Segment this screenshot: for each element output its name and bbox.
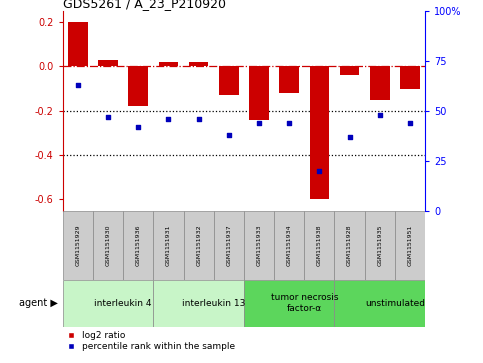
Point (315, 168, 323, 174)
Text: interleukin 13: interleukin 13 (182, 299, 245, 307)
Bar (244, 211, 274, 280)
Bar (98, 60, 118, 66)
Bar (63, 280, 154, 327)
Bar (219, 66, 239, 95)
Text: GSM1151931: GSM1151931 (166, 224, 171, 266)
Bar (123, 211, 154, 280)
Bar (244, 280, 334, 327)
Text: interleukin 4: interleukin 4 (94, 299, 152, 307)
Text: GSM1151934: GSM1151934 (287, 224, 292, 266)
Text: GDS5261 / A_23_P210920: GDS5261 / A_23_P210920 (63, 0, 226, 10)
Text: GSM1151936: GSM1151936 (136, 224, 141, 266)
Text: GSM1151937: GSM1151937 (227, 224, 231, 266)
Point (225, 132, 233, 138)
Point (255, 120, 263, 126)
Point (346, 134, 354, 139)
Text: unstimulated: unstimulated (365, 299, 425, 307)
Text: GSM1151938: GSM1151938 (317, 224, 322, 266)
Legend: log2 ratio, percentile rank within the sample: log2 ratio, percentile rank within the s… (67, 331, 235, 351)
Bar (93, 211, 123, 280)
Bar (365, 211, 395, 280)
Bar (128, 66, 148, 106)
Text: GSM1151951: GSM1151951 (408, 224, 412, 266)
Bar (334, 280, 425, 327)
Point (74, 82, 82, 87)
Bar (154, 211, 184, 280)
Text: GSM1151929: GSM1151929 (75, 224, 80, 266)
Bar (370, 66, 390, 99)
Bar (310, 66, 329, 199)
Text: GSM1151930: GSM1151930 (106, 224, 111, 266)
Bar (304, 211, 334, 280)
Bar (189, 62, 209, 66)
Bar (154, 280, 244, 327)
Point (376, 112, 384, 118)
Text: GSM1151933: GSM1151933 (256, 224, 261, 266)
Text: GSM1151932: GSM1151932 (196, 224, 201, 266)
Bar (340, 66, 359, 75)
Bar (249, 66, 269, 119)
Point (285, 120, 293, 126)
Text: GSM1151928: GSM1151928 (347, 224, 352, 266)
Bar (158, 62, 178, 66)
Point (134, 124, 142, 130)
Bar (395, 211, 425, 280)
Point (165, 116, 172, 122)
Bar (279, 66, 299, 93)
Bar (63, 211, 93, 280)
Text: agent ▶: agent ▶ (19, 298, 58, 308)
Bar (68, 22, 88, 66)
Bar (334, 211, 365, 280)
Point (406, 120, 414, 126)
Bar (184, 211, 213, 280)
Text: tumor necrosis
factor-α: tumor necrosis factor-α (270, 293, 338, 313)
Bar (400, 66, 420, 89)
Bar (213, 211, 244, 280)
Point (195, 116, 202, 122)
Bar (274, 211, 304, 280)
Point (104, 114, 112, 120)
Text: GSM1151935: GSM1151935 (377, 224, 382, 266)
